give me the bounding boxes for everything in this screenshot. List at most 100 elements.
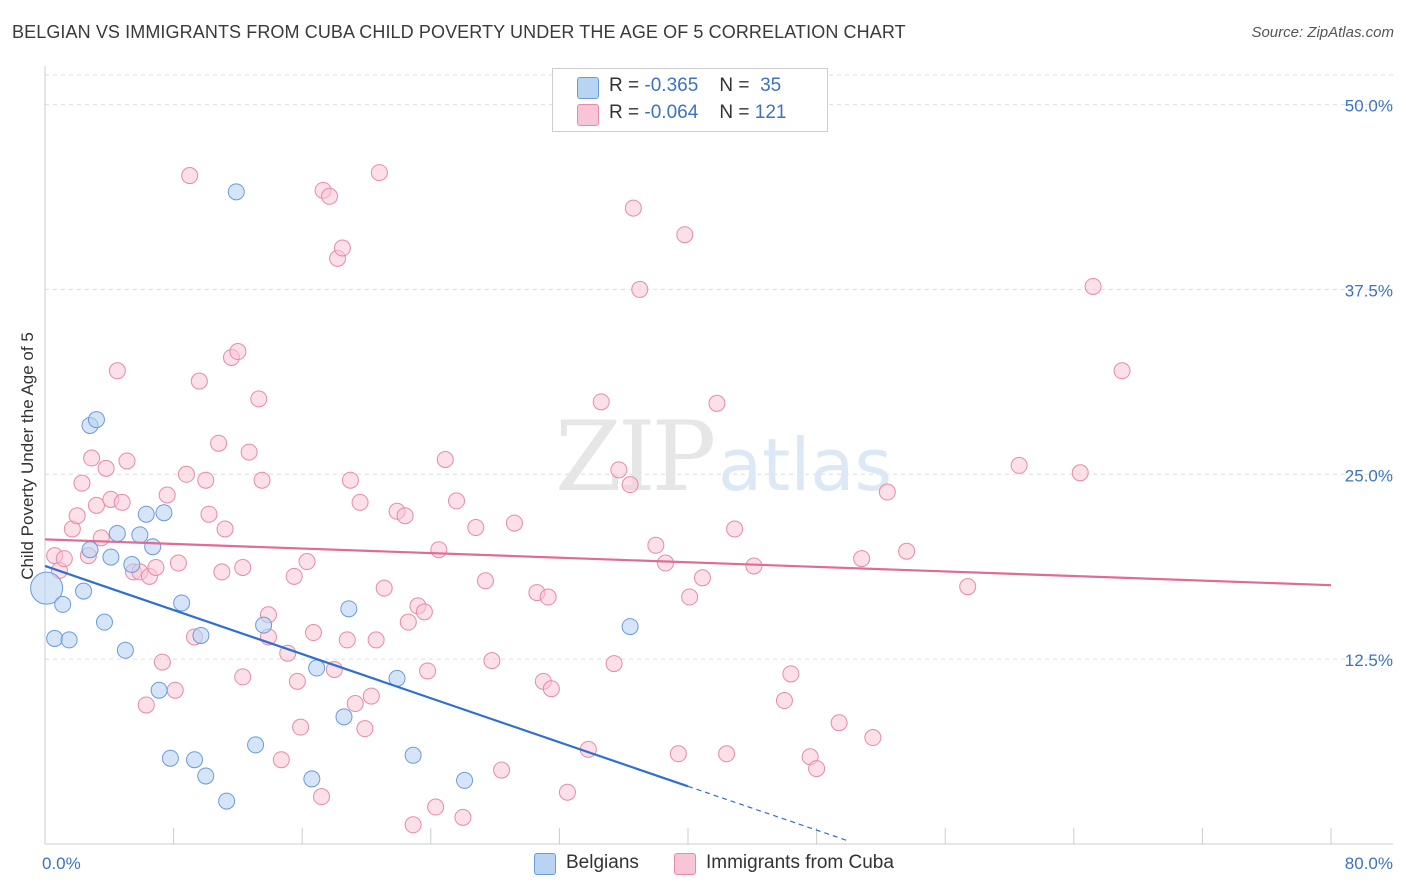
cuba-point: [234, 558, 252, 576]
tick-labels: 12.5% 25.0% 37.5% 50.0% 0.0% 80.0%: [42, 97, 1393, 873]
belgian-points: [30, 183, 639, 810]
cuba-point: [745, 557, 763, 575]
cuba-point: [1084, 277, 1102, 295]
cuba-point: [542, 680, 560, 698]
watermark-atlas: atlas: [718, 423, 892, 507]
belgian-trend-extension: [687, 785, 849, 842]
cuba-point: [362, 687, 380, 705]
cuba-point: [153, 653, 171, 671]
cuba-point: [272, 751, 290, 769]
belgian-swatch: [534, 853, 556, 875]
cuba-point: [68, 507, 86, 525]
belgian-point: [81, 541, 99, 559]
cuba-point: [656, 554, 674, 572]
cuba-point: [436, 451, 454, 468]
cuba-point: [539, 588, 557, 606]
belgian-point: [144, 538, 162, 556]
cuba-point: [312, 788, 330, 806]
cuba-point: [197, 471, 215, 489]
cuba-points: [46, 164, 1131, 834]
cuba-point: [338, 631, 356, 649]
cuba-point: [399, 613, 417, 631]
cuba-point: [298, 553, 316, 571]
legend-r-label: R =: [609, 75, 640, 96]
cuba-point: [448, 492, 466, 510]
belgian-point: [60, 631, 78, 649]
legend-n-value: 35: [760, 75, 782, 96]
cuba-point: [830, 714, 848, 732]
belgian-point: [197, 767, 215, 785]
y-tick-label: 37.5%: [1345, 281, 1393, 300]
cuba-point: [898, 542, 916, 560]
cuba-point: [97, 459, 115, 477]
belgian-point: [54, 595, 72, 613]
belgian-point: [255, 616, 273, 634]
cuba-point: [87, 496, 105, 514]
cuba-point: [158, 486, 176, 504]
belgian-point: [335, 708, 353, 726]
legend-r-label: R =: [609, 102, 640, 123]
cuba-point: [234, 668, 252, 686]
cuba-point: [592, 393, 610, 411]
chart-source: Source: ZipAtlas.com: [1251, 24, 1394, 41]
legend-n-value: 121: [754, 102, 787, 123]
cuba-point: [1010, 456, 1028, 474]
cuba-point: [370, 164, 388, 182]
cuba-swatch: [577, 104, 599, 126]
watermark-zip: ZIP: [555, 401, 714, 513]
belgian-point: [192, 626, 210, 644]
axes: [44, 66, 1393, 845]
cuba-point: [404, 816, 422, 834]
cuba-point: [558, 783, 576, 801]
cuba-point: [169, 554, 187, 572]
belgian-point: [227, 183, 245, 201]
belgian-point: [247, 736, 265, 754]
belgian-swatch: [577, 77, 599, 99]
belgian-point: [308, 659, 326, 677]
legend-n-label: N =: [719, 75, 750, 96]
cuba-point: [621, 476, 639, 494]
cuba-point: [624, 199, 642, 217]
belgian-point: [155, 504, 173, 522]
x-tick-label: 0.0%: [42, 854, 81, 873]
cuba-point: [726, 520, 744, 538]
bottom-legend-label: Immigrants from Cuba: [706, 852, 894, 873]
x-tick-label: 80.0%: [1345, 854, 1393, 873]
cuba-point: [430, 541, 448, 559]
cuba-point: [55, 550, 73, 568]
cuba-point: [878, 483, 896, 501]
cuba-point: [229, 343, 247, 361]
trend-lines: [44, 538, 1332, 842]
cuba-point: [83, 449, 101, 467]
cuba-point: [216, 520, 234, 538]
belgian-point: [116, 641, 134, 659]
belgian-point: [95, 613, 113, 631]
y-tick-label: 25.0%: [1345, 466, 1393, 485]
cuba-point: [454, 808, 472, 826]
cuba-point: [467, 519, 485, 537]
cuba-point: [341, 471, 359, 489]
cuba-point: [647, 536, 665, 554]
cuba-swatch: [674, 853, 696, 875]
cuba-point: [137, 696, 155, 714]
cuba-point: [351, 493, 369, 511]
belgian-point: [30, 571, 64, 605]
cuba-point: [669, 745, 687, 763]
belgian-point: [123, 555, 141, 573]
cuba-point: [808, 760, 826, 778]
cuba-point: [853, 550, 871, 568]
cuba-point: [493, 761, 511, 779]
cuba-point: [253, 471, 271, 489]
legend-n-label: N =: [719, 102, 750, 123]
cuba-point: [1071, 464, 1089, 482]
cuba-point: [177, 465, 195, 483]
cuba-point: [210, 434, 228, 452]
y-axis-label: Child Poverty Under the Age of 5: [18, 332, 37, 580]
cuba-point: [676, 226, 694, 244]
watermark: ZIP atlas: [555, 401, 892, 513]
cuba-point: [200, 505, 218, 523]
legend-r-value: -0.064: [644, 102, 699, 123]
belgian-point: [456, 771, 474, 789]
cuba-point: [73, 474, 91, 492]
